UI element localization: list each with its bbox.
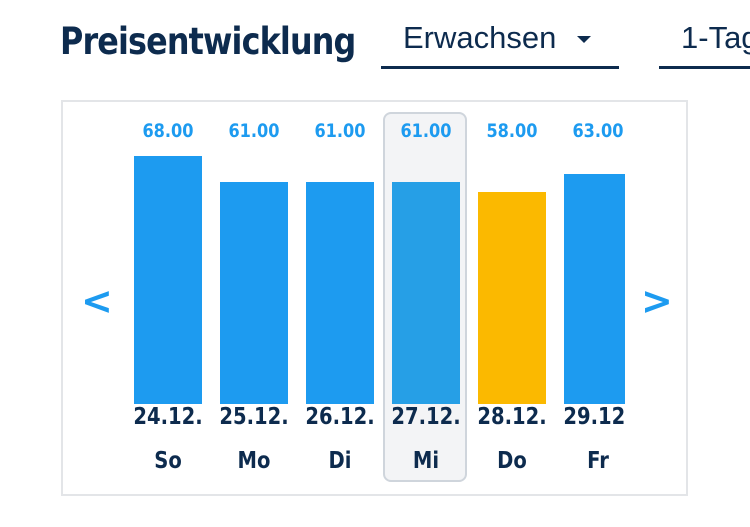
price-label: 58.00 [486, 120, 538, 142]
page-title: Preisentwicklung [60, 20, 356, 63]
date-label: 24.12. [133, 404, 203, 430]
price-bar [306, 181, 374, 404]
date-label: 25.12. [219, 404, 289, 430]
weekday-label: Fr [587, 448, 609, 474]
price-label: 61.00 [314, 120, 366, 142]
price-bar [392, 181, 460, 404]
day-column-28-12[interactable]: 58.00 28.12. Do [469, 102, 555, 494]
price-bar [220, 181, 288, 404]
age-group-select[interactable]: Erwachsen [381, 18, 619, 69]
price-bar [564, 174, 625, 404]
date-label: 26.12. [305, 404, 375, 430]
age-group-select-value: Erwachsen [403, 20, 557, 55]
weekday-label: Do [497, 448, 527, 474]
ticket-type-select-value: 1-Tag [681, 20, 750, 55]
next-arrow-icon[interactable]: > [641, 279, 673, 323]
previous-arrow-icon[interactable]: < [81, 279, 113, 323]
chevron-down-icon [577, 36, 591, 43]
price-bar [134, 156, 202, 404]
price-chart-panel: < 68.00 24.12. So 61.00 25.12. Mo 61.00 26.12. D… [61, 100, 688, 496]
price-label: 63.00 [572, 120, 624, 142]
date-label: 29.12. [563, 404, 625, 430]
weekday-label: Mi [412, 448, 440, 474]
ticket-type-select[interactable]: 1-Tag [659, 18, 750, 69]
day-column-27-12[interactable]: 61.00 27.12. Mi [383, 102, 469, 494]
price-label: 61.00 [400, 120, 452, 142]
price-bar [478, 192, 546, 404]
price-chart: 68.00 24.12. So 61.00 25.12. Mo 61.00 26.12. Di 6… [63, 102, 625, 494]
day-column-24-12[interactable]: 68.00 24.12. So [125, 102, 211, 494]
day-column-25-12[interactable]: 61.00 25.12. Mo [211, 102, 297, 494]
weekday-label: Di [328, 448, 352, 474]
day-column-29-12[interactable]: 63.00 29.12. Fr [555, 102, 625, 494]
date-label: 27.12. [391, 404, 461, 430]
weekday-label: Mo [237, 448, 271, 474]
day-column-26-12[interactable]: 61.00 26.12. Di [297, 102, 383, 494]
date-label: 28.12. [477, 404, 547, 430]
price-label: 61.00 [228, 120, 280, 142]
price-label: 68.00 [142, 120, 194, 142]
weekday-label: So [154, 448, 182, 474]
